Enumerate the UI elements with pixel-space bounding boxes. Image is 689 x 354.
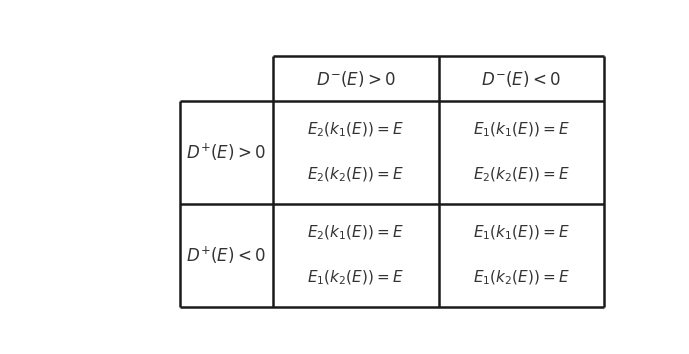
Text: $E_1(k_1(E)) = E$: $E_1(k_1(E)) = E$	[473, 121, 570, 139]
Text: $E_1(k_2(E)) = E$: $E_1(k_2(E)) = E$	[473, 269, 570, 287]
Text: $D^{-}(E) > 0$: $D^{-}(E) > 0$	[316, 69, 395, 89]
Text: $E_2(k_2(E)) = E$: $E_2(k_2(E)) = E$	[473, 166, 570, 184]
Text: $E_1(k_2(E)) = E$: $E_1(k_2(E)) = E$	[307, 269, 404, 287]
Text: $D^{+}(E) < 0$: $D^{+}(E) < 0$	[187, 245, 266, 266]
Text: $D^{-}(E) < 0$: $D^{-}(E) < 0$	[482, 69, 561, 89]
Text: $E_2(k_2(E)) = E$: $E_2(k_2(E)) = E$	[307, 166, 404, 184]
Text: $E_2(k_1(E)) = E$: $E_2(k_1(E)) = E$	[307, 121, 404, 139]
Text: $E_2(k_1(E)) = E$: $E_2(k_1(E)) = E$	[307, 224, 404, 242]
Text: $E_1(k_1(E)) = E$: $E_1(k_1(E)) = E$	[473, 224, 570, 242]
Text: $D^{+}(E) > 0$: $D^{+}(E) > 0$	[187, 142, 266, 163]
